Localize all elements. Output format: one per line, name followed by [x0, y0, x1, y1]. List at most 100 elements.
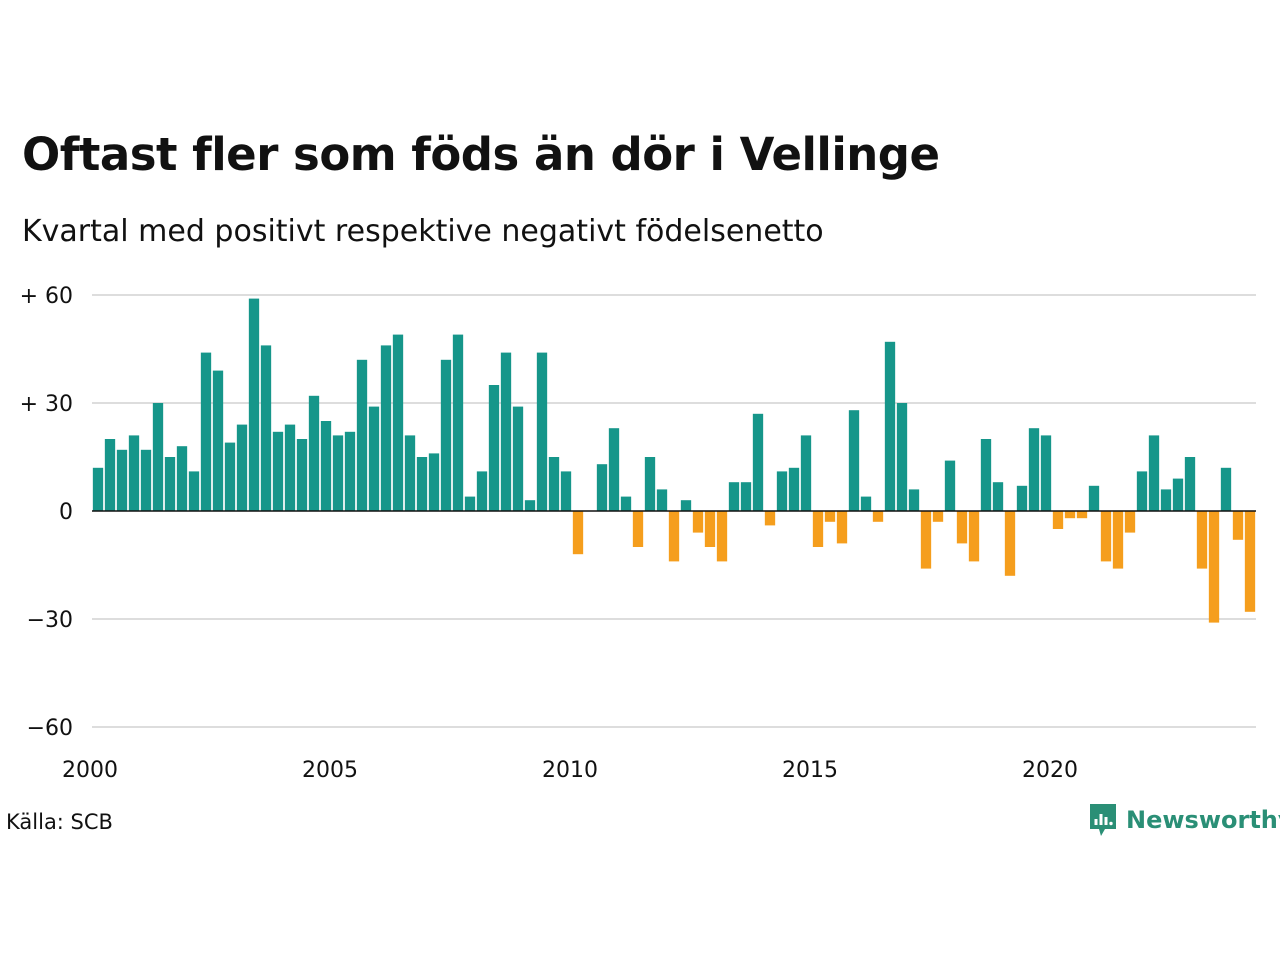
bar: 2005 K2: 22 [344, 431, 356, 511]
bar: 2021 K4: 11 [1136, 471, 1148, 511]
y-tick-label: 0 [59, 500, 73, 525]
x-tick-label: 2005 [302, 758, 358, 783]
bar: 2022 K4: 15 [1184, 457, 1196, 511]
bar: 2009 K1: 3 [524, 500, 536, 511]
bar: 2013 K4: 27 [752, 413, 764, 511]
bar: 2020 K2: -2 [1064, 511, 1076, 519]
bar: 2000 K3: 17 [116, 449, 128, 511]
bar: 2008 K4: 29 [512, 406, 524, 511]
bar: 2006 K1: 46 [380, 345, 392, 511]
chart-subtitle: Kvartal med positivt respektive negativt… [22, 214, 824, 249]
bar: 2004 K2: 20 [296, 439, 308, 511]
bar: 2011 K4: 6 [656, 489, 668, 511]
bar: 2018 K1: -9 [956, 511, 968, 544]
bar: 2006 K3: 21 [404, 435, 416, 511]
bar: 2013 K3: 8 [740, 482, 752, 511]
bar: 2007 K2: 42 [440, 359, 452, 511]
bar: 2020 K3: -2 [1076, 511, 1088, 519]
bar: 2022 K3: 9 [1172, 478, 1184, 511]
bar: 2004 K1: 24 [284, 424, 296, 511]
bar: 2011 K3: 15 [644, 457, 656, 511]
bar: 2008 K1: 11 [476, 471, 488, 511]
bar: 2005 K1: 21 [332, 435, 344, 511]
bars: 2000 K1: 122000 K2: 202000 K3: 172000 K4… [92, 298, 1256, 623]
source-note: Källa: SCB [6, 810, 113, 834]
y-tick-label: + 60 [20, 284, 73, 309]
bar: 2001 K1: 17 [140, 449, 152, 511]
newsworthy-logo-icon [1090, 804, 1116, 836]
bar: 2016 K4: 30 [896, 403, 908, 511]
bar: 2010 K3: 13 [596, 464, 608, 511]
bar: 2014 K1: -4 [764, 511, 776, 526]
bar: 2023 K1: -16 [1196, 511, 1208, 569]
bar: 2009 K4: 11 [560, 471, 572, 511]
bar: 2001 K3: 15 [164, 457, 176, 511]
y-tick-label: + 30 [20, 392, 73, 417]
bar: 2010 K4: 23 [608, 428, 620, 511]
bar: 2002 K4: 19 [224, 442, 236, 511]
bar: 2009 K2: 44 [536, 352, 548, 511]
bar: 2017 K3: -3 [932, 511, 944, 522]
brand-logo: Newsworthy [1088, 802, 1280, 838]
bar: 2022 K1: 21 [1148, 435, 1160, 511]
bar: 2002 K1: 11 [188, 471, 200, 511]
bar: 2022 K2: 6 [1160, 489, 1172, 511]
bar: 2015 K4: 28 [848, 410, 860, 511]
bar: 2012 K2: 3 [680, 500, 692, 511]
bar: 2008 K2: 35 [488, 385, 500, 511]
x-tick-label: 2015 [782, 758, 838, 783]
x-tick-label: 2010 [542, 758, 598, 783]
bar: 2013 K2: 8 [728, 482, 740, 511]
bar: 2016 K3: 47 [884, 341, 896, 511]
bar: 2012 K3: -6 [692, 511, 704, 533]
bar: 2017 K1: 6 [908, 489, 920, 511]
bar: 2000 K2: 20 [104, 439, 116, 511]
bar: 2019 K1: -18 [1004, 511, 1016, 576]
x-tick-label: 2020 [1022, 758, 1078, 783]
bar: 2023 K4: -8 [1232, 511, 1244, 540]
bar: 2018 K2: -14 [968, 511, 980, 562]
bar: 2005 K4: 29 [368, 406, 380, 511]
x-tick-label: 2000 [62, 758, 118, 783]
chart-title: Oftast fler som föds än dör i Vellinge [22, 128, 940, 181]
bar: 2015 K2: -3 [824, 511, 836, 522]
bar: 2012 K4: -10 [704, 511, 716, 547]
bar: 2002 K3: 39 [212, 370, 224, 511]
bar: 2007 K4: 4 [464, 496, 476, 511]
gridlines [92, 294, 1256, 728]
bar: 2001 K4: 18 [176, 446, 188, 511]
y-tick-label: −30 [27, 608, 73, 633]
bar: 2012 K1: -14 [668, 511, 680, 562]
bar: 2011 K2: -10 [632, 511, 644, 547]
y-tick-label: −60 [27, 716, 73, 741]
bar: 2003 K2: 59 [248, 298, 260, 511]
bar: 2013 K1: -14 [716, 511, 728, 562]
bar: 2008 K3: 44 [500, 352, 512, 511]
bar: 2016 K1: 4 [860, 496, 872, 511]
bar: 2021 K1: -14 [1100, 511, 1112, 562]
bar: 2018 K4: 8 [992, 482, 1004, 511]
bar: 2023 K3: 12 [1220, 467, 1232, 511]
bar: 2023 K2: -31 [1208, 511, 1220, 623]
bar: 2010 K1: -12 [572, 511, 584, 555]
bar: 2017 K2: -16 [920, 511, 932, 569]
axes: + 60 + 30 0 −30 −60 2000 2005 2010 2015 2020 [20, 284, 1256, 783]
bar: 2002 K2: 44 [200, 352, 212, 511]
bar: 2005 K3: 42 [356, 359, 368, 511]
bar: 2006 K2: 49 [392, 334, 404, 511]
bar: 2014 K4: 21 [800, 435, 812, 511]
bar: 2014 K3: 12 [788, 467, 800, 511]
bar: 2015 K1: -10 [812, 511, 824, 547]
bar: 2019 K2: 7 [1016, 485, 1028, 511]
bar: 2020 K1: -5 [1052, 511, 1064, 529]
bar: 2020 K4: 7 [1088, 485, 1100, 511]
bar: 2003 K3: 46 [260, 345, 272, 511]
bar: 2009 K3: 15 [548, 457, 560, 511]
bar: 2000 K4: 21 [128, 435, 140, 511]
bar: 2017 K4: 14 [944, 460, 956, 511]
brand-name: Newsworthy [1126, 806, 1280, 834]
bar: 2011 K1: 4 [620, 496, 632, 511]
bar: 2019 K3: 23 [1028, 428, 1040, 511]
bar: undefined: -28 [1244, 511, 1256, 612]
